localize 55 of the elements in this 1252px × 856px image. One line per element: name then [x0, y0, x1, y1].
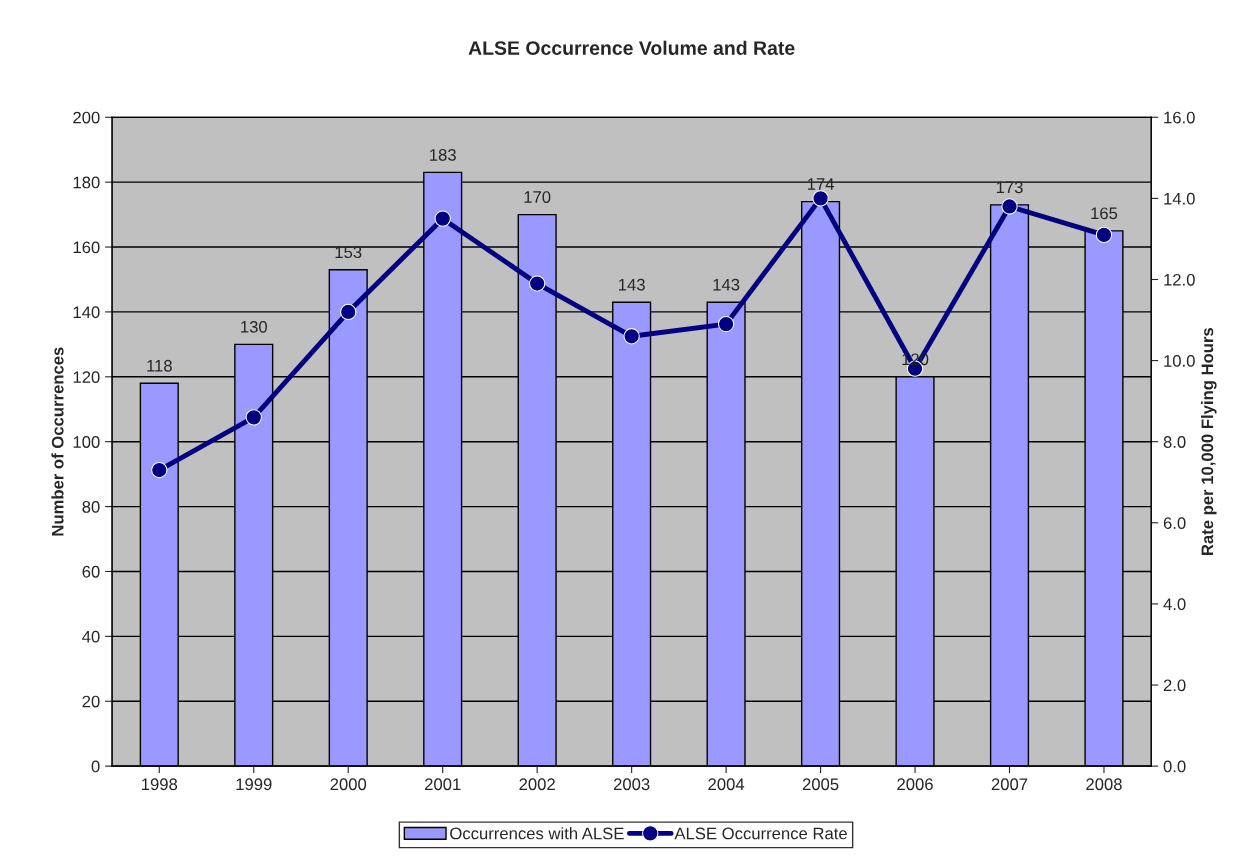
point: [529, 275, 546, 292]
y-tick-label: 100: [73, 436, 100, 448]
x-tick-label: 2003: [613, 778, 650, 791]
legend-label: ALSE Occurrence Rate: [674, 827, 847, 840]
y2-tick-label: 8.0: [1163, 436, 1186, 448]
y-tick-label: 20: [82, 695, 100, 708]
point: [340, 303, 357, 321]
y2-tick-label: 6.0: [1163, 517, 1186, 530]
x-tick-label: 2005: [802, 778, 839, 791]
x-tick-label: 2001: [425, 778, 461, 791]
y2-tick-label: 12.0: [1164, 273, 1195, 286]
data-label: 173: [996, 181, 1023, 194]
point: [717, 315, 735, 333]
x-tick-label: 1998: [142, 778, 178, 791]
x-tick-label: 2000: [330, 778, 367, 791]
y-tick-label: 120: [73, 371, 100, 384]
y2-tick-label: 16.0: [1164, 111, 1195, 124]
data-label: 130: [241, 320, 268, 333]
y-tick-label: 0: [91, 760, 100, 773]
y-tick-label: 140: [73, 306, 100, 319]
x-tick-label: 2004: [708, 778, 745, 791]
y-tick-label: 40: [82, 630, 100, 643]
chart-title: ALSE Occurrence Volume and Rate: [468, 40, 795, 55]
y2-tick-label: 2.0: [1163, 679, 1186, 692]
y-tick-label: 200: [73, 111, 100, 124]
data-label: 183: [430, 148, 456, 161]
data-label: 143: [619, 278, 645, 291]
y-tick-label: 160: [73, 241, 100, 254]
point: [245, 409, 262, 426]
y2-axis-title: Rate per 10,000 Flying Hours: [1201, 327, 1217, 555]
data-label: 118: [147, 359, 172, 372]
point: [1095, 226, 1113, 244]
y2-tick-label: 14.0: [1164, 192, 1195, 205]
y-tick-label: 180: [73, 176, 100, 189]
x-tick-label: 2007: [991, 778, 1028, 791]
y-tick-label: 60: [82, 565, 100, 578]
point: [812, 190, 829, 207]
point: [623, 328, 640, 345]
x-tick-label: 2002: [519, 778, 555, 791]
y-tick-label: 80: [82, 500, 100, 513]
y2-tick-label: 10.0: [1164, 354, 1195, 367]
legend-label: Occurrences with ALSE: [450, 827, 624, 840]
x-tick-label: 2008: [1086, 778, 1122, 791]
point: [151, 461, 168, 479]
y2-tick-label: 0.0: [1163, 760, 1186, 773]
x-tick-label: 1999: [236, 778, 272, 791]
data-label: 170: [524, 191, 551, 203]
x-tick-label: 2006: [897, 778, 933, 791]
point: [434, 210, 451, 227]
data-label: 165: [1091, 207, 1118, 220]
y-axis-title: Number of Occurrences: [51, 347, 64, 536]
data-label: 143: [713, 278, 740, 291]
y2-tick-label: 4.0: [1163, 598, 1186, 611]
point: [1001, 198, 1018, 215]
data-label: 153: [335, 246, 362, 259]
